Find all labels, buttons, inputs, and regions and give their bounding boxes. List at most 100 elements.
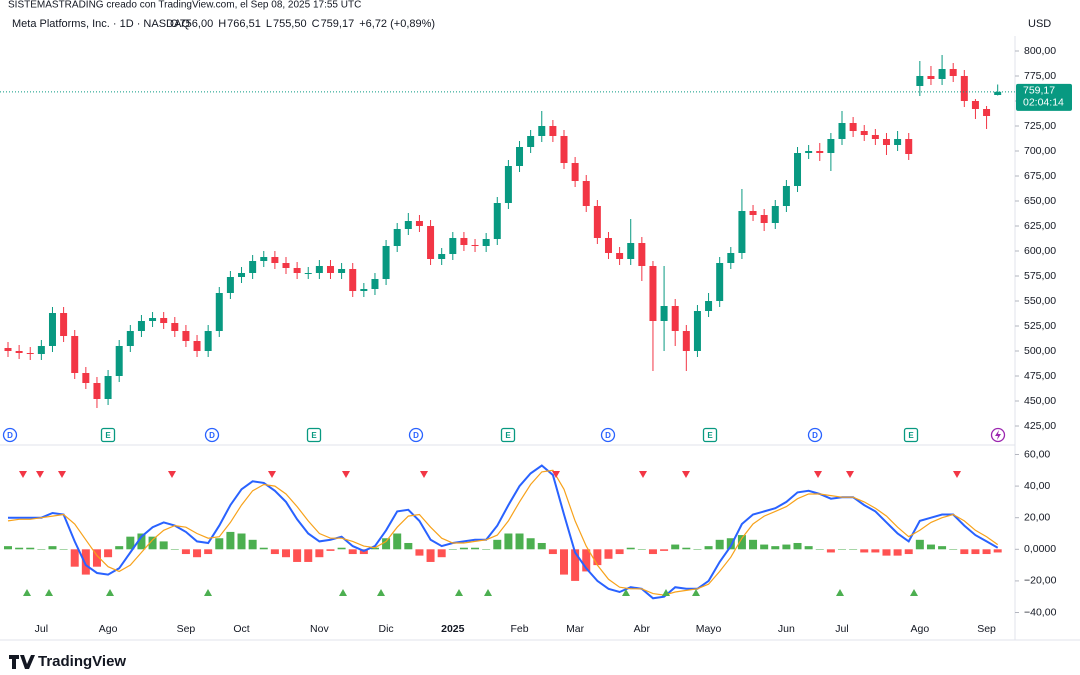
histogram-bar bbox=[59, 549, 68, 550]
buy-signal bbox=[106, 589, 114, 596]
histogram-bar bbox=[471, 547, 480, 550]
histogram-bar bbox=[448, 549, 457, 550]
x-tick-label: Mar bbox=[566, 623, 585, 635]
event-dividend bbox=[600, 427, 616, 443]
candle-body bbox=[693, 311, 701, 351]
y-tick-label: 600,00 bbox=[1024, 245, 1056, 257]
histogram-bar bbox=[215, 538, 224, 550]
buy-signal bbox=[622, 589, 630, 596]
histogram-bar bbox=[782, 544, 791, 550]
histogram-bar bbox=[515, 533, 524, 550]
buy-signal bbox=[662, 589, 670, 596]
candle-body bbox=[560, 136, 568, 163]
currency: USD bbox=[1028, 18, 1051, 30]
y2-tick-label: 60,00 bbox=[1024, 448, 1050, 460]
histogram-bar bbox=[593, 549, 602, 566]
event-label: D bbox=[413, 431, 419, 440]
sell-signal bbox=[58, 471, 66, 478]
candle-body bbox=[371, 279, 379, 289]
legend-key: L bbox=[266, 18, 272, 30]
event-label: E bbox=[505, 431, 511, 440]
candle-body bbox=[638, 243, 646, 266]
candle-body bbox=[193, 341, 201, 351]
buy-signal bbox=[23, 589, 31, 596]
histogram-bar bbox=[370, 547, 379, 550]
ohlc-legend: O 756,00 H 766,51 L 755,50 C 759,17 +6,72 (+0,89… bbox=[170, 18, 435, 30]
candle-body bbox=[671, 306, 679, 331]
sell-signal bbox=[682, 471, 690, 478]
buy-signal bbox=[204, 589, 212, 596]
candle-body bbox=[238, 273, 246, 277]
legend-value: 756,00 bbox=[180, 18, 214, 30]
candle-body bbox=[871, 135, 879, 139]
histogram-bar bbox=[459, 547, 468, 550]
y-tick-label: 725,00 bbox=[1024, 120, 1056, 132]
histogram-bar bbox=[293, 549, 302, 562]
candle-body bbox=[471, 245, 479, 246]
y2-tick-label: 40,00 bbox=[1024, 480, 1050, 492]
candle-body bbox=[482, 239, 490, 246]
candle-body bbox=[48, 313, 56, 346]
symbol: Meta Platforms, Inc. · 1D · NASDAQ bbox=[12, 18, 190, 30]
sell-signal bbox=[814, 471, 822, 478]
candle-body bbox=[782, 186, 790, 206]
histogram-bar bbox=[915, 539, 924, 550]
candle-body bbox=[126, 331, 134, 346]
histogram-bar bbox=[893, 549, 902, 556]
candle-body bbox=[760, 215, 768, 223]
candle-body bbox=[404, 221, 412, 229]
histogram-bar bbox=[648, 549, 657, 555]
candle-body bbox=[71, 336, 79, 373]
histogram-bar bbox=[482, 549, 491, 550]
candle-body bbox=[960, 76, 968, 101]
histogram-bar bbox=[804, 546, 813, 550]
candle-body bbox=[260, 257, 268, 261]
histogram-bar bbox=[270, 549, 279, 555]
histogram-bar bbox=[26, 547, 35, 550]
y-tick-label: 500,00 bbox=[1024, 345, 1056, 357]
price-tag bbox=[1016, 83, 1072, 111]
candle-body bbox=[538, 126, 546, 136]
candle-body bbox=[927, 76, 935, 79]
candle-body bbox=[182, 331, 190, 341]
histogram-bar bbox=[126, 536, 135, 550]
candle-body bbox=[527, 136, 535, 147]
price-tag-countdown: 02:04:14 bbox=[1023, 97, 1064, 109]
y-tick-label: 475,00 bbox=[1024, 370, 1056, 382]
y2-tick-label: 0,0000 bbox=[1024, 543, 1056, 555]
histogram-bar bbox=[92, 549, 101, 567]
buy-signal bbox=[455, 589, 463, 596]
legend-value: 766,51 bbox=[227, 18, 261, 30]
buy-signal bbox=[339, 589, 347, 596]
histogram-bar bbox=[671, 544, 680, 550]
candle-body bbox=[171, 323, 179, 331]
y2-tick-label: −40,00 bbox=[1024, 606, 1057, 618]
candle-body bbox=[827, 139, 835, 153]
candle-body bbox=[771, 206, 779, 223]
histogram-bar bbox=[726, 538, 735, 550]
event-split-bolt bbox=[995, 430, 1001, 440]
histogram-bar bbox=[504, 533, 513, 550]
x-tick-label: Nov bbox=[310, 623, 329, 635]
histogram-bar bbox=[226, 531, 235, 550]
candle-body bbox=[427, 226, 435, 259]
histogram-bar bbox=[615, 549, 624, 555]
attribution: SISTEMASTRADING creado con TradingView.c… bbox=[8, 0, 361, 11]
candle-body bbox=[93, 383, 101, 399]
y-tick-label: 525,00 bbox=[1024, 320, 1056, 332]
legend-key: C bbox=[312, 18, 320, 30]
candle-body bbox=[26, 353, 34, 354]
candle-body bbox=[805, 151, 813, 153]
candle-body bbox=[571, 163, 579, 181]
histogram-bar bbox=[337, 547, 346, 550]
histogram-bar bbox=[315, 549, 324, 558]
histogram-bar bbox=[982, 549, 991, 555]
candle-body bbox=[727, 253, 735, 263]
histogram-bar bbox=[437, 549, 446, 558]
event-label: E bbox=[707, 431, 713, 440]
candle-body bbox=[938, 69, 946, 79]
candle-body bbox=[716, 263, 724, 301]
histogram-bar bbox=[715, 539, 724, 550]
histogram-bar bbox=[404, 542, 413, 550]
